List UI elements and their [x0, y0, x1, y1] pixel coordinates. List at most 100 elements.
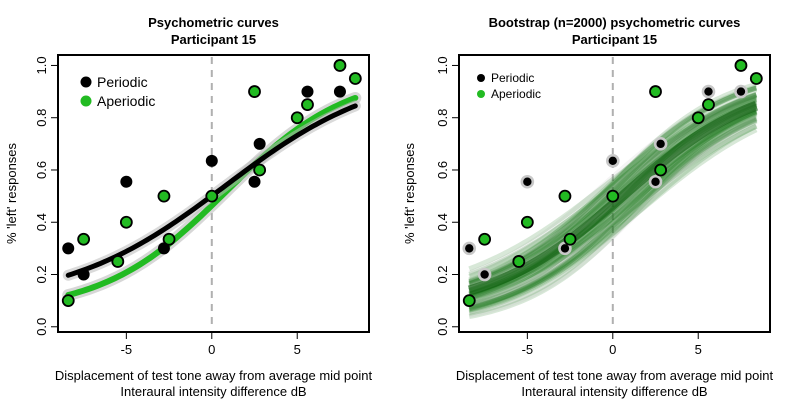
right-x-axis-label-unit: Interaural intensity difference dB	[521, 384, 707, 399]
left-x-tick-label: 0	[208, 342, 215, 357]
left-panel: Psychometric curves Participant 15 -5 0 5 0…	[4, 15, 372, 399]
periodic-data-point	[253, 137, 266, 150]
periodic-data-point	[205, 154, 218, 167]
left-x-axis-label-unit: Interaural intensity difference dB	[120, 384, 306, 399]
aperiodic-data-point	[649, 85, 662, 98]
right-x-tick-label: 0	[609, 342, 616, 357]
left-y-tick-label: 0.0	[34, 318, 49, 336]
periodic-data-point	[734, 84, 748, 99]
aperiodic-data-point	[119, 215, 133, 229]
left-x-tick-label: -5	[121, 342, 133, 357]
left-x-axis-label: Displacement of test tone away from aver…	[55, 368, 373, 383]
bootstrap-curve	[468, 123, 758, 315]
periodic-data-point	[648, 174, 663, 189]
bootstrap-curve	[468, 116, 758, 310]
bootstrap-curve	[468, 111, 758, 320]
periodic-data-point	[605, 154, 620, 168]
right-y-tick-label: 0.6	[435, 161, 450, 179]
right-x-axis-label: Displacement of test tone away from aver…	[456, 368, 774, 383]
right-legend-marker-periodic	[477, 74, 485, 82]
aperiodic-data-point	[702, 98, 715, 112]
periodic-data-point	[248, 175, 261, 188]
aperiodic-data-point	[61, 294, 75, 308]
right-y-tick-label: 0.8	[435, 109, 450, 127]
right-chart-title: Bootstrap (n=2000) psychometric curves	[489, 15, 741, 30]
right-y-tick-label: 0.2	[435, 265, 450, 283]
right-plot-layer: -5 0 5 0.0 0.2 0.4 0.6 0.8 1.0	[435, 56, 763, 357]
aperiodic-data-point	[348, 72, 362, 85]
aperiodic-data-point	[77, 232, 91, 246]
aperiodic-data-point	[290, 111, 304, 125]
bootstrap-curve	[468, 123, 758, 301]
right-legend-label-aperiodic: Aperiodic	[491, 87, 541, 101]
bootstrap-curve	[468, 127, 758, 313]
aperiodic-data-point	[520, 215, 534, 229]
periodic-data-point	[333, 85, 346, 98]
aperiodic-data-point	[162, 232, 176, 246]
bootstrap-curve	[468, 116, 758, 318]
right-legend-marker-aperiodic	[477, 90, 485, 98]
left-legend-marker-periodic	[80, 76, 92, 88]
aperiodic-data-point	[301, 98, 314, 112]
left-y-tick-label: 0.2	[34, 265, 49, 283]
bootstrap-curve	[468, 94, 758, 279]
left-plot-layer: -5 0 5 0.0 0.2 0.4 0.6 0.8 1.0	[34, 56, 362, 357]
aperiodic-data-point	[111, 255, 125, 268]
right-x-tick-label: 5	[695, 342, 702, 357]
periodic-data-point	[120, 175, 133, 188]
bootstrap-curve	[468, 117, 758, 303]
aperiodic-data-point	[333, 59, 347, 72]
aperiodic-data-point	[205, 189, 219, 203]
aperiodic-data-point	[478, 232, 492, 246]
aperiodic-data-point	[691, 111, 705, 125]
bootstrap-curve	[468, 118, 758, 312]
aperiodic-data-point	[734, 59, 748, 72]
left-legend-label-periodic: Periodic	[97, 74, 148, 90]
aperiodic-data-point	[512, 255, 526, 268]
left-chart-subtitle: Participant 15	[171, 32, 256, 47]
left-legend-marker-aperiodic	[80, 95, 92, 107]
bootstrap-curve	[468, 122, 758, 308]
bootstrap-curve	[468, 110, 758, 313]
aperiodic-fit-curve	[65, 94, 359, 299]
right-y-tick-label: 1.0	[435, 56, 450, 74]
bootstrap-curve	[468, 107, 758, 310]
periodic-data-point	[701, 84, 716, 99]
left-plot-frame	[57, 54, 370, 333]
left-y-tick-label: 0.8	[34, 109, 49, 127]
left-y-tick-label: 0.4	[34, 213, 49, 231]
periodic-data-point	[653, 137, 668, 151]
aperiodic-data-point	[157, 189, 171, 203]
right-y-tick-label: 0.0	[435, 318, 450, 336]
right-y-tick-label: 0.4	[435, 213, 450, 231]
periodic-data-point	[77, 268, 90, 281]
periodic-data-point	[520, 174, 535, 189]
bootstrap-curve	[468, 115, 758, 300]
left-legend: Periodic Aperiodic	[80, 74, 155, 109]
aperiodic-data-point	[462, 294, 476, 308]
periodic-data-point	[157, 242, 170, 255]
bootstrap-curve	[468, 108, 758, 316]
right-legend-label-periodic: Periodic	[491, 71, 534, 85]
right-plot-frame	[458, 54, 771, 333]
left-y-tick-label: 0.6	[34, 161, 49, 179]
bootstrap-curve	[468, 92, 758, 272]
right-chart-subtitle: Participant 15	[572, 32, 657, 47]
left-y-axis-label: % 'left' responses	[4, 142, 19, 244]
aperiodic-data-point	[654, 163, 668, 177]
right-legend: Periodic Aperiodic	[477, 71, 541, 101]
bootstrap-curve	[468, 110, 758, 301]
right-y-axis-label: % 'left' responses	[402, 142, 417, 244]
left-y-tick-label: 1.0	[34, 56, 49, 74]
periodic-data-point	[62, 242, 75, 255]
left-legend-label-aperiodic: Aperiodic	[97, 93, 155, 109]
aperiodic-data-point	[749, 72, 763, 85]
bootstrap-curve	[468, 109, 758, 311]
aperiodic-data-point	[248, 85, 261, 98]
left-x-tick-label: 5	[294, 342, 301, 357]
bootstrap-core-curve	[467, 101, 759, 296]
right-panel: Bootstrap (n=2000) psychometric curves P…	[402, 15, 773, 399]
periodic-data-point	[462, 241, 477, 256]
